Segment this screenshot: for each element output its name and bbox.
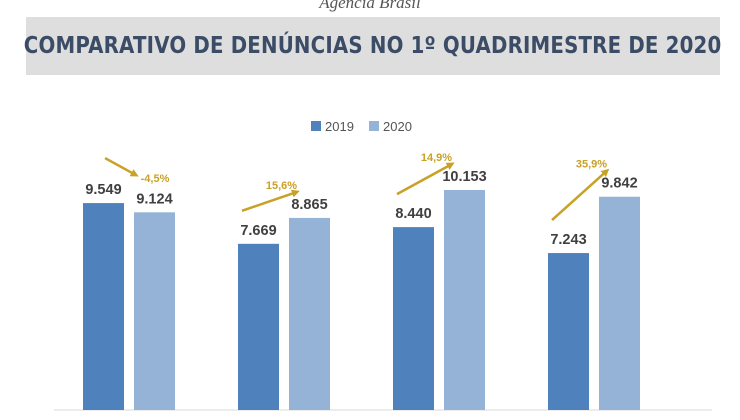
value-label-2020: 10.153 (442, 169, 486, 185)
value-label-2019: 7.669 (240, 223, 276, 239)
bar-2019 (548, 253, 589, 410)
legend-label-2020: 2020 (383, 119, 412, 134)
value-label-2019: 8.440 (395, 206, 431, 222)
value-label-2020: 8.865 (291, 197, 327, 213)
change-label: 14,9% (421, 152, 452, 164)
legend-swatch-2019 (311, 121, 321, 131)
bars-layer: 9.549 9.124 -4,5% 7.669 8.865 15,6% 8.440 10.15… (83, 152, 640, 410)
change-arrow (104, 156, 139, 177)
value-label-2019: 7.243 (550, 232, 586, 248)
change-arrow (396, 162, 455, 196)
bar-2019 (83, 203, 124, 410)
bar-2020 (599, 196, 640, 410)
bar-2019 (238, 243, 279, 410)
bar-2020 (134, 212, 175, 410)
source-caption: Agência Brasil (319, 0, 421, 12)
title-banner: COMPARATIVO DE DENÚNCIAS NO 1º QUADRIMES… (24, 17, 722, 75)
chart-title: COMPARATIVO DE DENÚNCIAS NO 1º QUADRIMES… (24, 33, 722, 59)
change-label: 35,9% (576, 159, 607, 171)
change-arrow (551, 168, 610, 221)
bar-2020 (444, 190, 485, 410)
legend: 2019 2020 (311, 119, 412, 134)
value-label-2019: 9.549 (85, 182, 121, 198)
change-label: 15,6% (266, 180, 297, 192)
change-arrow (241, 189, 300, 213)
bar-2019 (393, 227, 434, 410)
legend-swatch-2020 (369, 121, 379, 131)
legend-label-2019: 2019 (325, 119, 354, 134)
bar-2020 (289, 217, 330, 410)
value-label-2020: 9.842 (601, 176, 637, 192)
value-label-2020: 9.124 (136, 191, 172, 207)
change-label: -4,5% (141, 173, 170, 185)
